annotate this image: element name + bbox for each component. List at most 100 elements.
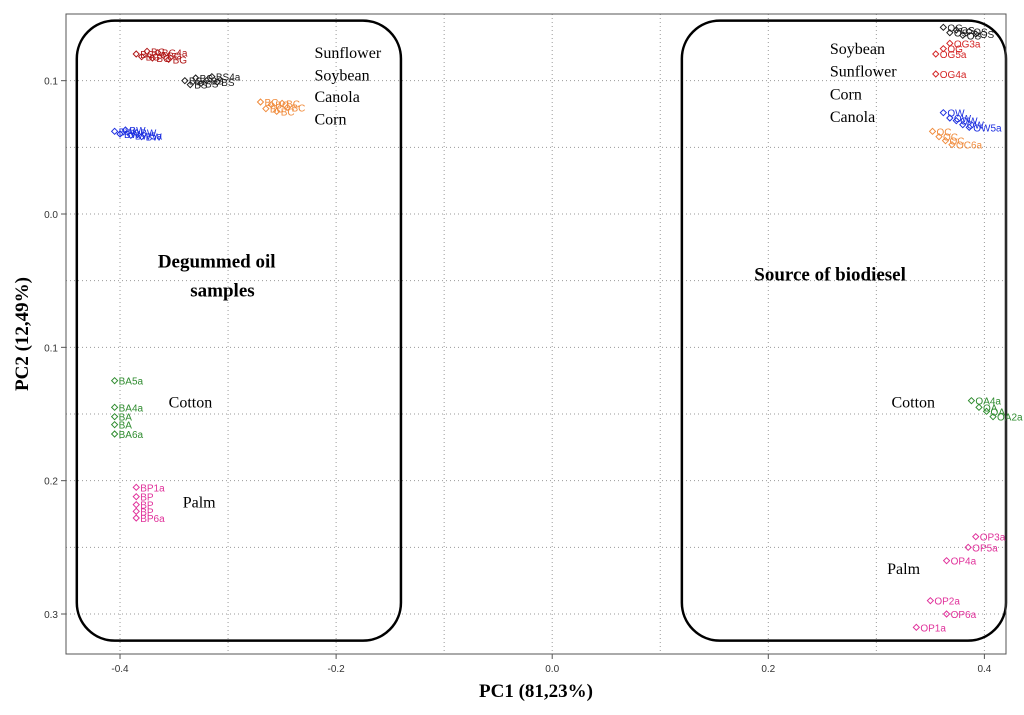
data-point-marker xyxy=(110,412,119,421)
data-point-marker xyxy=(121,126,130,134)
annotation-label: Cotton xyxy=(169,394,213,411)
data-point-marker xyxy=(110,127,119,136)
data-point-label: OW xyxy=(967,121,985,132)
data-point-marker xyxy=(132,128,140,137)
data-point-label: OA2a xyxy=(997,413,1023,424)
annotation-label: Canola xyxy=(315,89,360,106)
data-point-label: BP xyxy=(140,501,154,512)
annotation-label: Soybean xyxy=(830,41,885,58)
data-point-label: BG xyxy=(140,50,155,61)
data-point-marker xyxy=(939,23,948,32)
y-axis-title: PC2 (12,49%) xyxy=(12,277,33,391)
data-point-label: BG4a xyxy=(162,49,188,60)
y-tick-label: 0.0 xyxy=(44,210,58,221)
data-point-label: OS xyxy=(967,31,982,42)
data-point-marker xyxy=(912,623,921,632)
data-point-label: BW xyxy=(140,129,157,140)
data-point-label: BS4a xyxy=(216,73,241,84)
data-point-label: BA xyxy=(119,421,133,432)
x-tick-label: -0.4 xyxy=(111,664,129,675)
data-point-marker xyxy=(982,407,991,416)
data-point-marker xyxy=(132,500,140,509)
data-point-marker xyxy=(967,396,976,405)
data-point-label: OA4a xyxy=(975,397,1001,408)
data-point-marker xyxy=(952,26,961,34)
data-point-marker xyxy=(942,556,951,565)
data-point-label: BC xyxy=(264,98,278,109)
data-point-label: BA6a xyxy=(119,430,144,441)
data-point-marker xyxy=(132,492,140,501)
data-point-label: OP4a xyxy=(951,557,977,568)
data-point-marker xyxy=(143,47,151,56)
y-axis-ticks: 0.1 0.0 0.1 0.2 0.3 xyxy=(44,77,66,621)
data-point-label: OA xyxy=(991,407,1006,418)
annotation-label: Corn xyxy=(830,86,862,103)
data-point-marker xyxy=(137,52,146,61)
data-point-marker xyxy=(272,107,281,116)
data-point-label: BG xyxy=(156,54,171,65)
annotation-label: Corn xyxy=(315,112,347,129)
y-tick-label: 0.3 xyxy=(44,610,58,621)
data-point-marker xyxy=(935,132,943,141)
data-point-label: BS xyxy=(221,78,235,89)
plot-frame xyxy=(65,13,1007,655)
data-point-marker xyxy=(148,54,157,62)
data-point-marker xyxy=(132,507,140,516)
data-point-label: OP3a xyxy=(980,533,1006,544)
data-point-label: OC xyxy=(943,133,958,144)
data-point-marker xyxy=(110,430,119,438)
data-point-label: OP2a xyxy=(934,597,960,608)
data-point-label: OS xyxy=(960,26,975,37)
data-point-marker xyxy=(965,27,973,36)
data-point-marker xyxy=(132,514,140,522)
data-point-marker xyxy=(946,39,954,48)
data-point-marker xyxy=(132,483,140,492)
data-point-label: OP5a xyxy=(972,543,998,554)
data-point-marker xyxy=(972,532,980,541)
annotation-label: Sunflower xyxy=(315,45,382,62)
data-point-marker xyxy=(946,114,954,122)
data-point-marker xyxy=(159,51,167,60)
data-point-marker xyxy=(110,420,119,429)
data-point-marker xyxy=(154,48,162,57)
data-point-label: BW xyxy=(146,133,163,144)
data-point-marker xyxy=(941,136,950,145)
data-point-label: BS xyxy=(189,77,203,88)
y-tick-label: 0.1 xyxy=(44,77,58,88)
data-point-marker xyxy=(952,116,961,125)
data-point-label: BG xyxy=(167,51,182,62)
data-point-marker xyxy=(964,543,972,552)
data-point-marker xyxy=(127,131,135,140)
data-point-marker xyxy=(110,376,119,385)
data-point-marker xyxy=(278,99,286,108)
annotation-label: Source of biodiesel xyxy=(754,265,906,286)
data-point-marker xyxy=(191,74,200,82)
data-point-label: OS xyxy=(973,27,988,38)
data-point-marker xyxy=(137,132,146,141)
x-axis-title: PC1 (81,23%) xyxy=(479,681,593,702)
annotation-label: Canola xyxy=(830,109,875,126)
x-axis-ticks: -0.4 -0.2 0.0 0.2 0.4 xyxy=(111,654,992,675)
data-point-label: BG xyxy=(151,47,166,58)
data-point-marker xyxy=(197,79,205,88)
data-point-marker xyxy=(116,130,124,138)
data-point-label: BW xyxy=(119,127,136,138)
data-point-marker xyxy=(946,28,954,37)
data-point-label: OG xyxy=(947,45,963,56)
data-point-label: BP xyxy=(140,507,154,518)
data-point-label: BW5a xyxy=(135,131,163,142)
annotation-label: Palm xyxy=(183,494,216,511)
annotation-label: Cotton xyxy=(891,394,935,411)
data-point-marker xyxy=(948,140,956,149)
annotations: Sunflower Soybean Canola Corn Degummed oil sa… xyxy=(158,41,935,578)
y-tick-label: 0.1 xyxy=(44,343,58,354)
data-point-label: BC xyxy=(281,107,295,118)
x-tick-label: 0.4 xyxy=(977,664,991,675)
data-point-label: BG xyxy=(146,53,161,64)
data-point-label: OW xyxy=(960,117,978,128)
data-point-marker xyxy=(972,30,980,38)
data-point-label: BC xyxy=(286,99,300,110)
data-point-label: OG5a xyxy=(940,50,967,61)
data-point-label: BW xyxy=(124,130,141,141)
data-point-label: OP6a xyxy=(951,610,977,621)
